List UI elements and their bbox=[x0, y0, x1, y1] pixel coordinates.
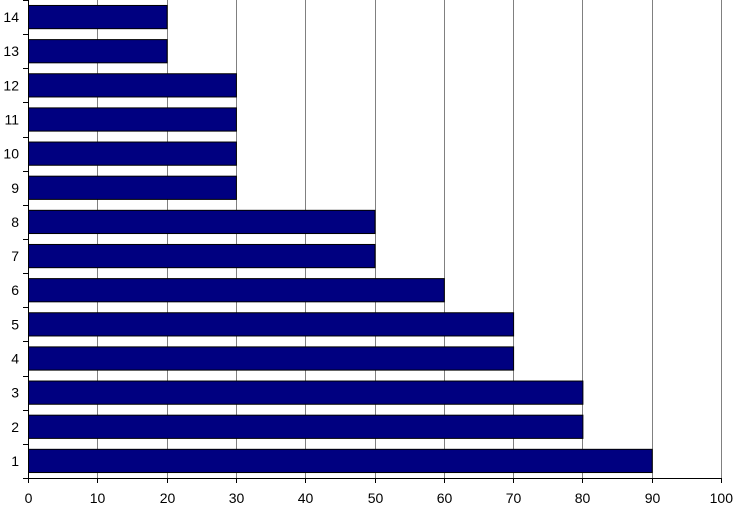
y-tick-label: 1 bbox=[11, 453, 19, 469]
y-tick-label: 4 bbox=[11, 351, 19, 367]
x-tick-label: 0 bbox=[25, 490, 33, 506]
y-tick-label: 3 bbox=[11, 385, 19, 401]
bar-9 bbox=[28, 175, 237, 200]
bar-4 bbox=[28, 346, 515, 371]
bar-13 bbox=[28, 39, 168, 64]
bar-12 bbox=[28, 73, 237, 98]
bar-14 bbox=[28, 4, 168, 30]
x-tick-label: 100 bbox=[710, 490, 734, 506]
x-tick-label: 80 bbox=[575, 490, 591, 506]
y-tick-label: 9 bbox=[11, 180, 19, 196]
x-axis-ticks: 0 10 20 30 40 50 60 70 80 90 100 bbox=[25, 478, 734, 506]
y-tick-label: 6 bbox=[11, 282, 19, 298]
y-tick-label: 7 bbox=[11, 248, 19, 264]
bar-11 bbox=[28, 107, 237, 132]
x-tick-label: 50 bbox=[368, 490, 384, 506]
x-tick-label: 20 bbox=[160, 490, 176, 506]
x-tick-label: 60 bbox=[437, 490, 453, 506]
bar-10 bbox=[28, 141, 237, 166]
y-tick-label: 11 bbox=[4, 112, 19, 128]
bar-7 bbox=[28, 243, 376, 269]
x-tick-label: 40 bbox=[298, 490, 314, 506]
x-tick-label: 10 bbox=[90, 490, 106, 506]
x-tick-label: 30 bbox=[229, 490, 245, 506]
bar-2 bbox=[28, 414, 584, 439]
y-tick-label: 13 bbox=[3, 43, 19, 59]
bar-6 bbox=[28, 278, 445, 303]
bar-1 bbox=[28, 448, 653, 474]
bar-3 bbox=[28, 380, 584, 405]
y-tick-label: 10 bbox=[3, 146, 19, 162]
y-tick-label: 8 bbox=[11, 214, 19, 230]
bar-5 bbox=[28, 312, 515, 337]
x-tick-label: 70 bbox=[506, 490, 522, 506]
y-tick-label: 12 bbox=[3, 77, 19, 93]
gridlines bbox=[97, 0, 722, 478]
bars bbox=[28, 4, 653, 474]
bar-8 bbox=[28, 209, 376, 235]
y-tick-label: 14 bbox=[3, 9, 19, 25]
y-tick-label: 5 bbox=[11, 316, 19, 332]
y-tick-label: 2 bbox=[11, 419, 19, 435]
x-tick-label: 90 bbox=[645, 490, 661, 506]
